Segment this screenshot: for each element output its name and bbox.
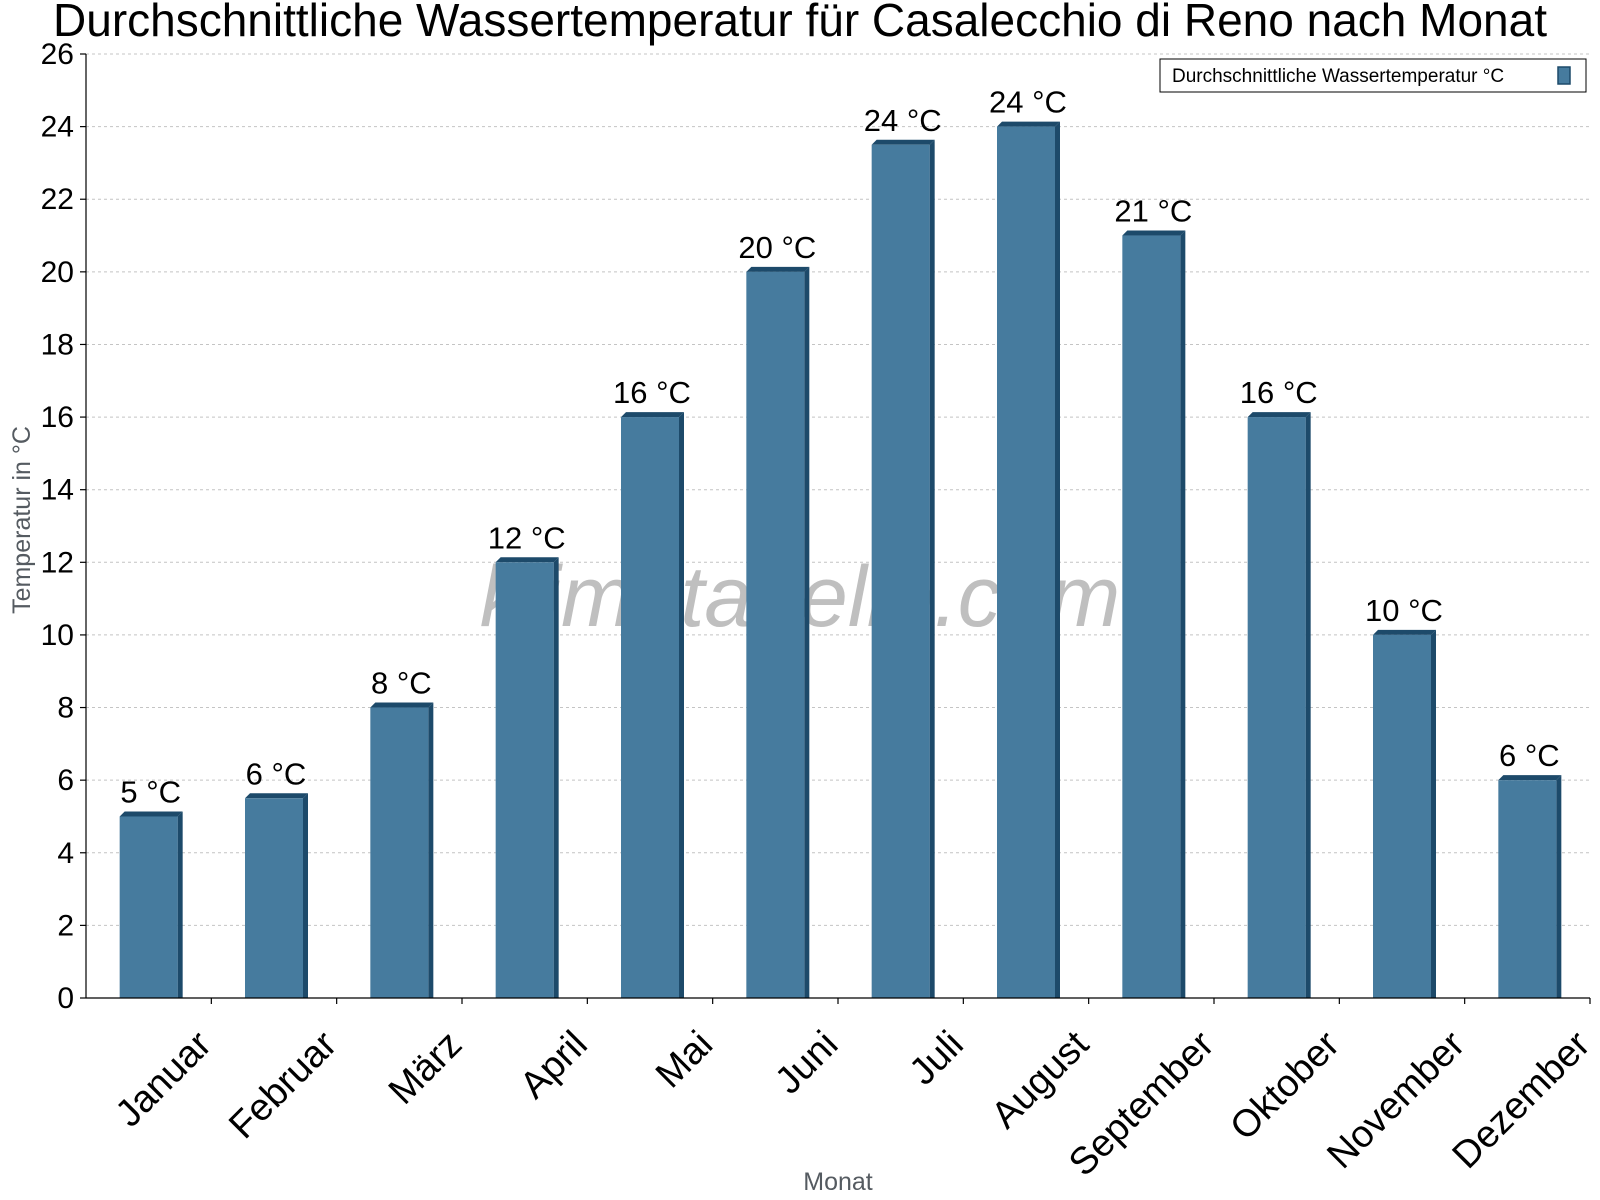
y-axis-label: Temperatur in °C [8, 426, 36, 614]
bars [119, 121, 1562, 999]
data-labels: 5 °C 6 °C 8 °C 12 °C 16 °C 20 °C 24 °C 24 °C 21 … [120, 85, 1559, 810]
x-ticks: Januar Februar März April Mai Juni Juli AugustS… [108, 998, 1599, 1184]
bar-top [1373, 629, 1436, 635]
data-label: 16 °C [1240, 375, 1318, 410]
bar-side [929, 139, 935, 998]
y-tick-label: 10 [41, 619, 74, 652]
data-label: 6 °C [1499, 738, 1560, 773]
y-tick-label: 8 [57, 692, 74, 725]
bar [997, 126, 1055, 999]
bar-top [245, 793, 308, 799]
bar-side [1180, 230, 1186, 999]
data-label: 24 °C [864, 103, 942, 138]
bar [746, 271, 805, 998]
bar [370, 707, 429, 998]
x-tick-label: Oktober [1222, 1023, 1348, 1149]
bar [621, 417, 679, 999]
data-label: 10 °C [1365, 593, 1443, 628]
bar [495, 562, 554, 998]
data-label: 6 °C [246, 756, 307, 791]
legend-box [1159, 58, 1587, 93]
bar-top [1122, 230, 1186, 236]
y-tick-label: 2 [57, 909, 74, 942]
bar-top [997, 121, 1060, 127]
bar-top [1247, 412, 1311, 418]
bar [871, 144, 930, 998]
data-label: 5 °C [120, 774, 181, 809]
bar [245, 798, 303, 998]
bar-top [871, 139, 935, 145]
bar-top [495, 557, 559, 563]
bar [119, 816, 178, 998]
bar [1373, 634, 1431, 998]
x-axis-label: Monat [803, 1168, 873, 1196]
x-tick-label: August [984, 1023, 1098, 1137]
bar-top [119, 811, 183, 817]
data-label: 8 °C [371, 666, 432, 701]
x-tick-label: Juni [767, 1023, 846, 1102]
y-tick-label: 24 [41, 111, 74, 144]
x-tick-label: Februar [221, 1023, 345, 1147]
x-tick-label: April [512, 1023, 595, 1106]
x-tick-label: Januar [108, 1023, 220, 1135]
bar [1498, 780, 1557, 998]
legend-label: Durchschnittliche Wassertemperatur °C [1172, 66, 1504, 87]
y-tick-label: 4 [57, 837, 74, 870]
x-tick-label: Mai [648, 1023, 721, 1096]
bar-top [621, 412, 684, 418]
data-label: 24 °C [989, 85, 1067, 120]
data-label: 21 °C [1114, 194, 1192, 229]
y-tick-label: 22 [41, 183, 74, 216]
bar-side [428, 702, 434, 998]
bar-top [370, 702, 434, 708]
y-tick-label: 6 [57, 764, 74, 797]
x-tick-label: März [381, 1023, 470, 1112]
bar-side [679, 412, 684, 999]
bar-side [804, 266, 810, 998]
data-label: 20 °C [738, 230, 816, 265]
x-tick-label: Dezember [1445, 1023, 1599, 1177]
bar-side [1431, 629, 1436, 998]
bar-top [746, 266, 810, 272]
axes [85, 54, 1590, 999]
bar-top [1498, 775, 1562, 781]
x-tick-label: Juli [902, 1023, 972, 1093]
bar-side [1305, 412, 1311, 999]
bar-side [177, 811, 183, 998]
bar-side [553, 557, 559, 998]
y-tick-label: 20 [41, 256, 74, 289]
legend-swatch [1557, 66, 1571, 85]
legend: Durchschnittliche Wassertemperatur °C [1159, 58, 1587, 93]
y-tick-label: 26 [41, 38, 74, 71]
y-tick-label: 12 [41, 546, 74, 579]
chart-title: Durchschnittliche Wassertemperatur für C… [53, 0, 1547, 46]
bar-side [1055, 121, 1060, 999]
bar-side [303, 793, 308, 998]
y-tick-label: 0 [57, 982, 74, 1015]
bar-side [1556, 775, 1562, 998]
y-tick-label: 16 [41, 401, 74, 434]
bar [1122, 235, 1181, 999]
bar [1247, 417, 1306, 999]
y-tick-label: 14 [41, 474, 74, 507]
data-label: 16 °C [613, 375, 691, 410]
gridlines [86, 53, 1590, 926]
y-tick-label: 18 [41, 328, 74, 361]
data-label: 12 °C [488, 520, 566, 555]
